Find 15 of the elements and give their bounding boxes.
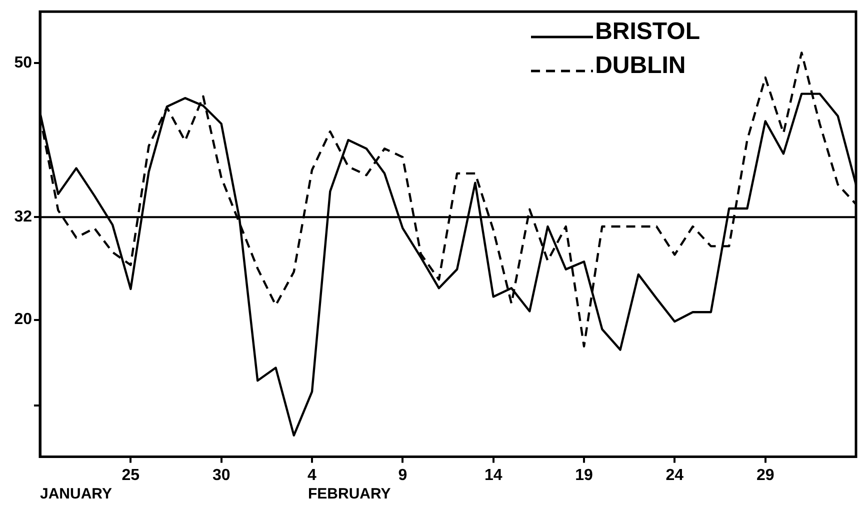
- text: FEBRUARY: [308, 485, 391, 502]
- text: JANUARY: [40, 485, 112, 502]
- x-tick-label: 29: [756, 466, 774, 484]
- y-tick-label: 50: [14, 54, 32, 72]
- legend-label: BRISTOL: [595, 18, 700, 46]
- x-tick-label: 25: [122, 466, 140, 484]
- x-tick-label: 19: [575, 466, 593, 484]
- y-tick-label: 32: [14, 208, 32, 226]
- x-tick-label: 14: [484, 466, 502, 484]
- x-tick-label: 4: [308, 466, 317, 484]
- x-tick-label: 30: [212, 466, 230, 484]
- legend-label: DUBLIN: [595, 52, 686, 80]
- y-tick-label: 20: [14, 311, 32, 328]
- x-tick-label: 9: [398, 466, 408, 484]
- x-tick-label: 24: [666, 466, 684, 484]
